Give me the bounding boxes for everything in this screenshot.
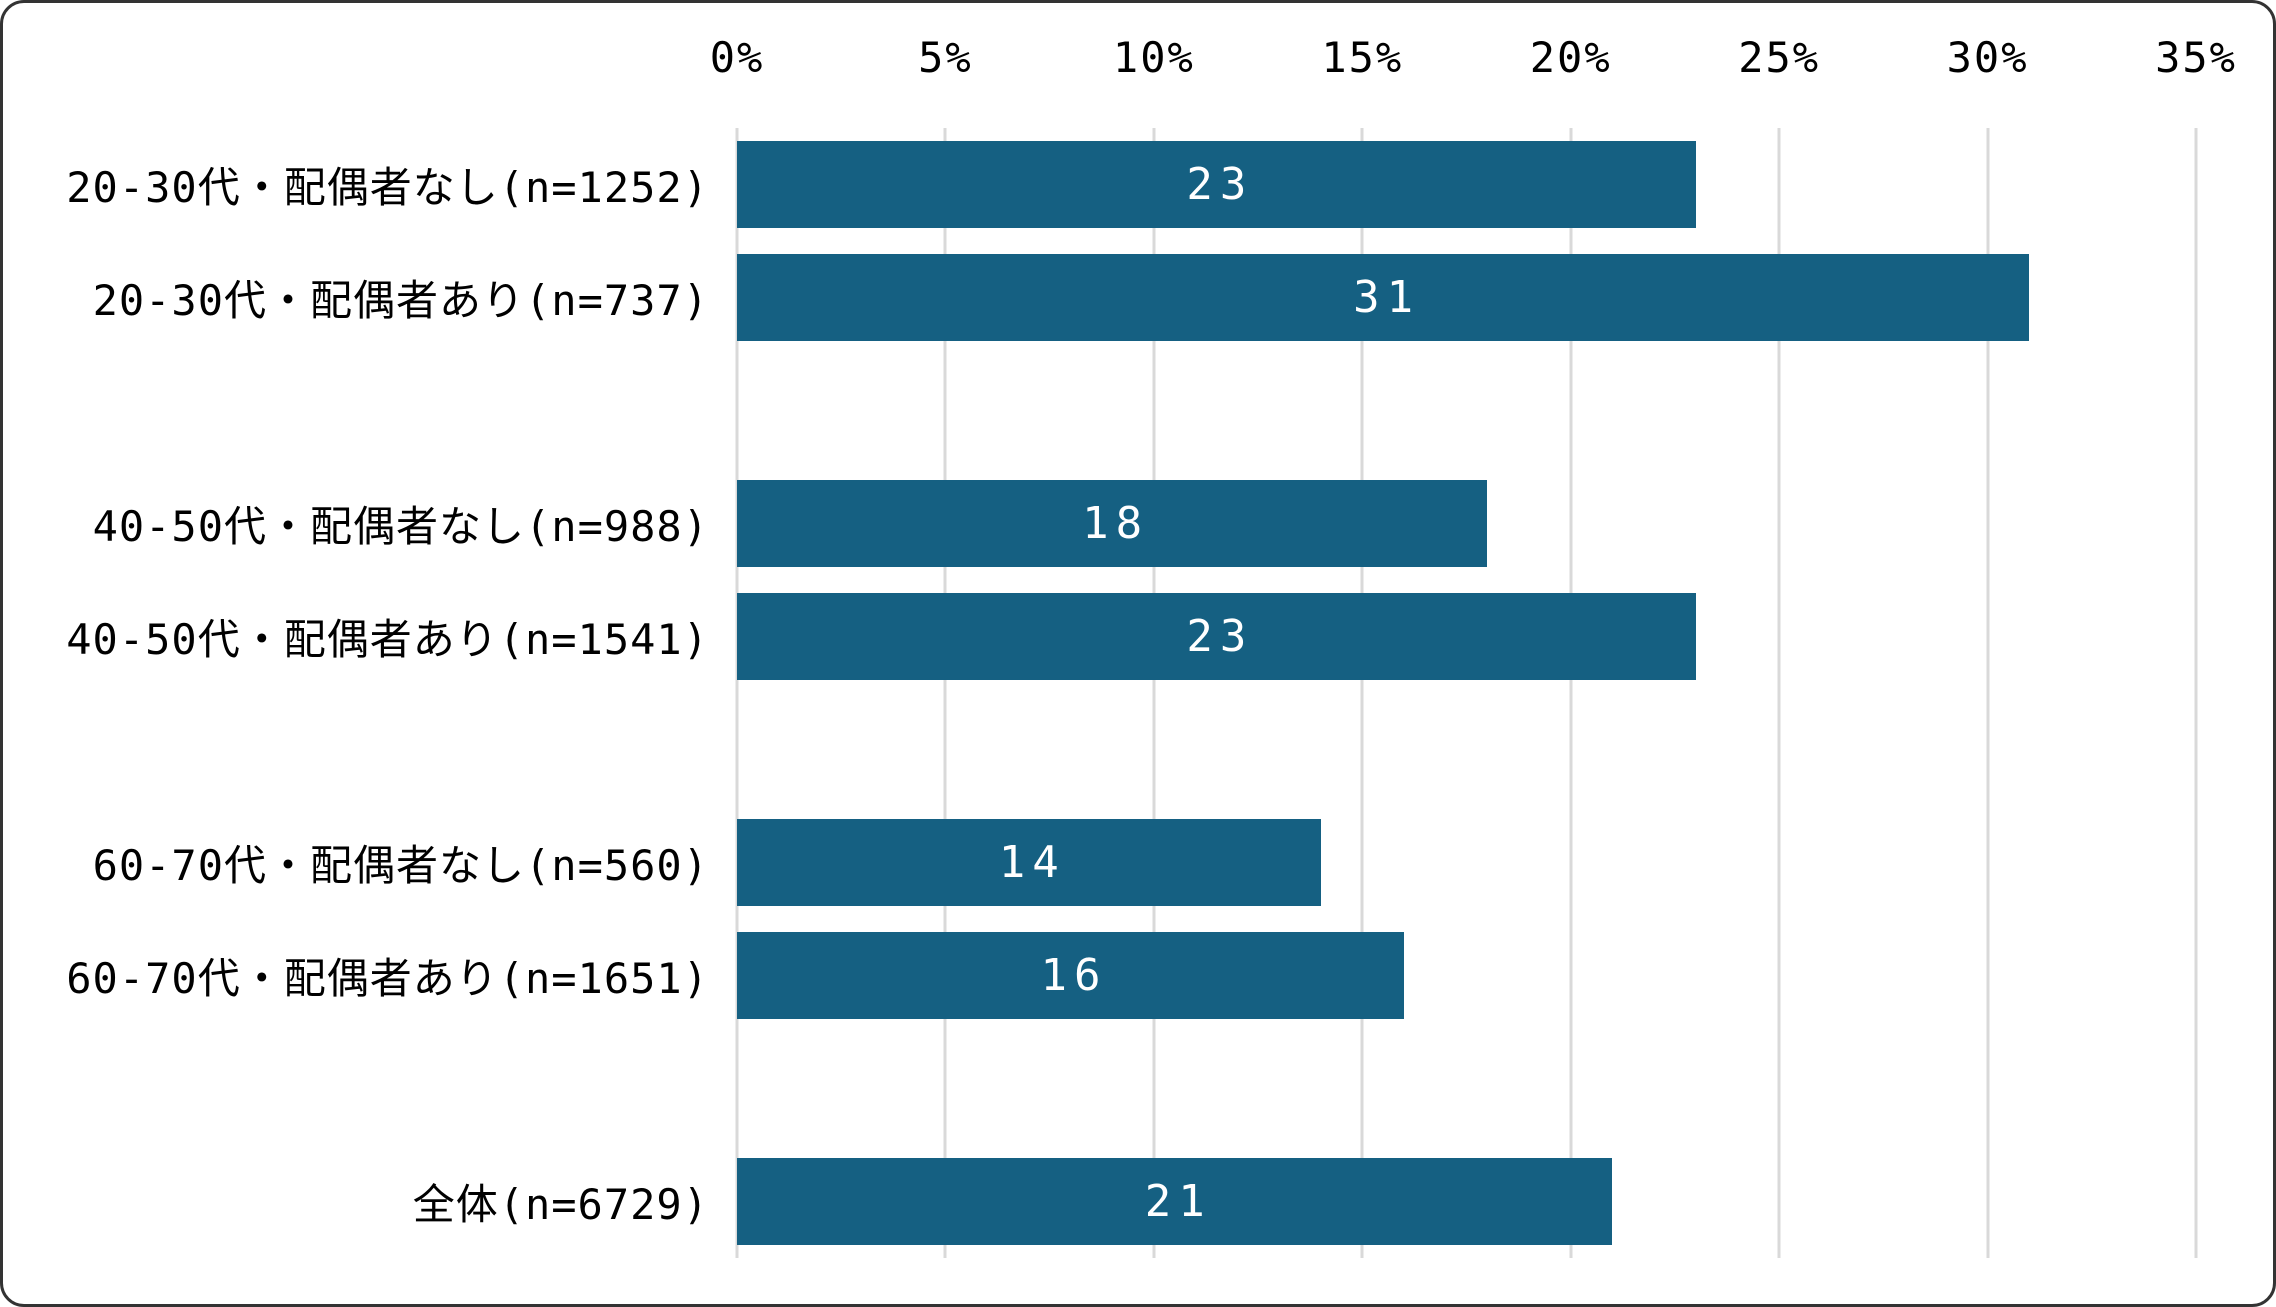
- bar-value-label: 23: [1186, 611, 1254, 662]
- bar: 16: [737, 932, 1404, 1019]
- bar-row: 31: [737, 241, 2196, 354]
- bar: 14: [737, 819, 1321, 906]
- category-label: 60-70代・配偶者あり(n=1651): [66, 954, 709, 1003]
- gridline: [943, 128, 947, 1258]
- bar-row: 16: [737, 919, 2196, 1032]
- bar: 18: [737, 480, 1488, 567]
- category-axis: 20-30代・配偶者なし(n=1252) 20-30代・配偶者あり(n=737) 4…: [3, 128, 709, 1258]
- bar: 23: [737, 593, 1696, 680]
- bar-value-label: 31: [1353, 272, 1421, 323]
- bar-value-label: 23: [1186, 159, 1254, 210]
- bar: 23: [737, 141, 1696, 228]
- category-label: 40-50代・配偶者なし(n=988): [92, 502, 709, 551]
- bar: 21: [737, 1158, 1613, 1245]
- x-axis-tick-label: 10%: [1112, 33, 1195, 82]
- category-label: 全体(n=6729): [412, 1180, 709, 1229]
- bar-value-label: 14: [998, 837, 1066, 888]
- plot-area: 23 31 18 23 14 16 21: [735, 128, 2198, 1258]
- bar: 31: [737, 254, 2030, 341]
- x-axis-tick-label: 15%: [1321, 33, 1404, 82]
- gridline: [1360, 128, 1364, 1258]
- x-axis-tick-label: 5%: [918, 33, 973, 82]
- category-label: 40-50代・配偶者あり(n=1541): [66, 615, 709, 664]
- gridline: [1777, 128, 1781, 1258]
- bar-row: 18: [737, 467, 2196, 580]
- bar-value-label: 21: [1144, 1176, 1212, 1227]
- x-axis-tick-label: 30%: [1946, 33, 2029, 82]
- bar-value-label: 16: [1040, 950, 1108, 1001]
- bar-row: 14: [737, 806, 2196, 919]
- category-label: 20-30代・配偶者なし(n=1252): [66, 163, 709, 212]
- bar-row: 23: [737, 580, 2196, 693]
- bar-value-label: 18: [1082, 498, 1150, 549]
- gridline: [1569, 128, 1573, 1258]
- gridline: [2194, 128, 2198, 1258]
- x-axis-tick-label: 0%: [709, 33, 765, 82]
- category-label: 20-30代・配偶者あり(n=737): [92, 276, 709, 325]
- x-axis: 0% 5% 10% 15% 20% 25% 30% 35%: [710, 25, 2235, 91]
- category-label: 60-70代・配偶者なし(n=560): [92, 841, 709, 890]
- gridline: [1152, 128, 1156, 1258]
- x-axis-tick-label: 35%: [2155, 33, 2237, 82]
- x-axis-tick-label: 20%: [1529, 33, 1612, 82]
- gridline: [1986, 128, 1990, 1258]
- bar-row: 23: [737, 128, 2196, 241]
- bar-row: 21: [737, 1145, 2196, 1258]
- gridline: [735, 128, 739, 1258]
- x-axis-tick-label: 25%: [1738, 33, 1821, 82]
